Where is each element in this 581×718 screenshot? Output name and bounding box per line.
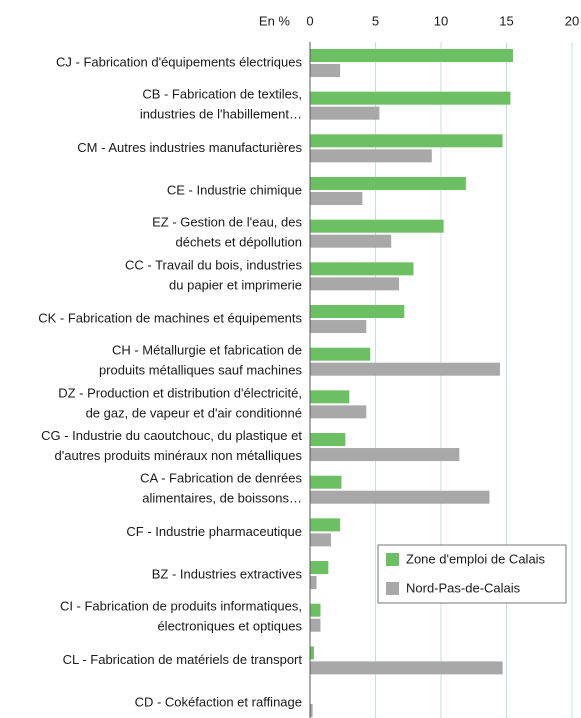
- bar: [310, 518, 341, 532]
- bar: [310, 262, 414, 276]
- bar: [310, 490, 490, 504]
- bar: [310, 49, 514, 62]
- bar: [310, 177, 466, 191]
- bar: [310, 134, 503, 148]
- x-tick-label: 0: [306, 13, 313, 28]
- bar: [310, 618, 321, 632]
- bar: [310, 64, 341, 77]
- x-tick-label: 5: [372, 13, 379, 28]
- bar: [310, 646, 314, 660]
- category-label: CH - Métallurgie et fabrication de produi…: [99, 343, 303, 378]
- category-label: CK - Fabrication de machines et équipeme…: [38, 310, 302, 325]
- category-label: CF - Industrie pharmaceutique: [126, 524, 302, 539]
- bar: [310, 405, 367, 419]
- legend-label: Nord-Pas-de-Calais: [406, 580, 521, 595]
- legend-box: [377, 544, 567, 604]
- bar: [310, 603, 321, 617]
- category-label: CG - Industrie du caoutchouc, du plastiq…: [41, 428, 302, 463]
- bar: [310, 106, 380, 120]
- bar: [310, 390, 350, 404]
- bar: [310, 91, 511, 105]
- bar: [310, 576, 317, 590]
- category-label: CD - Cokéfaction et raffinage: [135, 694, 302, 709]
- bar: [310, 192, 363, 206]
- bar: [310, 433, 346, 447]
- category-label: CM - Autres industries manufacturières: [77, 140, 302, 155]
- bar: [310, 234, 392, 248]
- x-tick-label: 15: [499, 13, 513, 28]
- bar: [310, 475, 342, 489]
- bar: [310, 305, 405, 319]
- category-label: CE - Industrie chimique: [167, 182, 302, 197]
- category-label: CJ - Fabrication d'équipements électriqu…: [56, 54, 302, 69]
- category-label: DZ - Production et distribution d'électr…: [58, 386, 302, 421]
- bar: [310, 219, 444, 233]
- bar: [310, 149, 432, 163]
- bar: [310, 661, 503, 675]
- legend-swatch: [386, 553, 399, 566]
- category-label: CA - Fabrication de denrées alimentaires,…: [140, 471, 302, 506]
- category-label: CB - Fabrication de textiles, industries …: [140, 87, 302, 122]
- x-tick-label: 20: [565, 13, 579, 28]
- category-label: EZ - Gestion de l'eau, des déchets et dép…: [152, 215, 302, 250]
- category-label: CL - Fabrication de matériels de transpo…: [63, 652, 303, 667]
- legend-label: Zone d'emploi de Calais: [406, 551, 546, 566]
- bar: [310, 448, 460, 462]
- bar: [310, 561, 329, 575]
- category-label: BZ - Industries extractives: [152, 566, 303, 581]
- bar: [310, 320, 367, 334]
- x-tick-label: 10: [434, 13, 448, 28]
- axis-label: En %: [259, 13, 291, 28]
- bar: [310, 347, 371, 361]
- bar: [310, 277, 400, 291]
- legend-swatch: [386, 582, 399, 595]
- category-label: CC - Travail du bois, industries du papie…: [125, 258, 303, 293]
- bar: [310, 704, 313, 718]
- bar: [310, 362, 500, 376]
- bar: [310, 533, 331, 547]
- category-label: CI - Fabrication de produits informatiqu…: [60, 599, 303, 634]
